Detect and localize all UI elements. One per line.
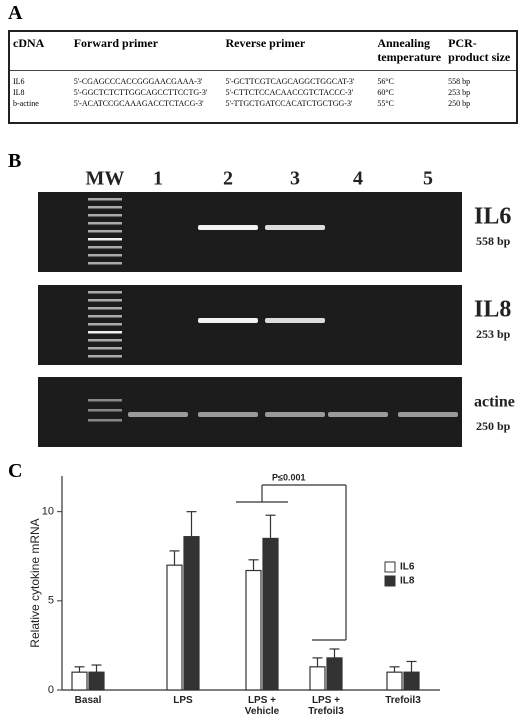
column-header: Annealing temperature: [377, 36, 442, 64]
table-cell: 5'-TTGCTGATCCACATCTGCTGG-3': [225, 99, 353, 108]
ladder-band: [88, 409, 122, 412]
ladder-band: [88, 355, 122, 358]
ladder-band: [88, 198, 122, 201]
table-cell: 558 bp: [445, 70, 516, 87]
gene-label: actine: [474, 394, 515, 411]
ladder-band: [88, 238, 122, 241]
legend-swatch: [384, 561, 396, 573]
table-cell: 60°C: [377, 88, 394, 97]
lane-label: 4: [353, 168, 363, 190]
x-tick-label: LPS + Trefoil3: [308, 695, 344, 717]
annotation: P≤0.001: [272, 472, 305, 482]
column-header: cDNA: [13, 36, 45, 50]
bar: [262, 537, 279, 691]
bar: [183, 536, 200, 691]
ladder-band: [88, 299, 122, 302]
table-cell: 55°C: [377, 99, 394, 108]
x-tick-label: Basal: [74, 695, 102, 706]
column-header: PCR-product size: [448, 36, 511, 64]
table-row: b-actine 5'-ACATCCGCAAAGACCTCTACG-3' 5'-TT…: [10, 98, 516, 109]
bar: [403, 671, 420, 691]
x-tick-label: Trefoil3: [385, 695, 421, 706]
lane-label: 2: [223, 168, 233, 190]
y-tick-label: 10: [42, 506, 54, 518]
table-cell: 253 bp: [448, 88, 471, 97]
bar: [166, 564, 183, 691]
sample-band: [328, 412, 388, 417]
lane-label: 5: [423, 168, 433, 190]
ladder-band: [88, 419, 122, 422]
table-cell: b-actine: [13, 99, 39, 108]
panel-label: B: [8, 150, 22, 172]
legend-swatch: [384, 575, 396, 587]
panel-label: A: [8, 2, 23, 24]
bar: [326, 657, 343, 691]
size-label: 558 bp: [476, 234, 511, 248]
sample-band: [265, 318, 325, 323]
table-cell: IL6: [10, 70, 71, 87]
gene-label: IL8: [474, 297, 511, 323]
table-cell: 56°C: [374, 70, 446, 87]
bar: [71, 671, 88, 691]
sample-band: [265, 412, 325, 417]
bar: [386, 671, 403, 691]
ladder-band: [88, 222, 122, 225]
panel-label: C: [8, 460, 23, 482]
sample-band: [128, 412, 188, 417]
table-cell: 5'-GCTTCGTCAGCAGGCTGGCAT-3': [222, 70, 375, 87]
table-row: IL8 5'-GGCTCTCTTGGCAGCCTTCCTG-3' 5'-CTTCTC…: [10, 87, 516, 98]
lane-label: 3: [290, 168, 300, 190]
column-header: Forward primer: [73, 36, 159, 50]
table-cell: IL8: [13, 88, 25, 97]
legend-label: IL8: [400, 576, 415, 587]
table-cell: 5'-GGCTCTCTTGGCAGCCTTCCTG-3': [73, 88, 208, 97]
sample-band: [198, 225, 258, 230]
legend-label: IL6: [400, 562, 415, 573]
ladder-band: [88, 315, 122, 318]
ladder-band: [88, 262, 122, 265]
ladder-band: [88, 206, 122, 209]
table-cell: 5'-CTTCTCCACAACCGTCTACCC-3': [225, 88, 354, 97]
x-tick-label: LPS + Vehicle: [244, 695, 280, 717]
gene-label: IL6: [474, 204, 511, 230]
bar: [309, 666, 326, 691]
size-label: 250 bp: [476, 419, 511, 433]
y-tick-label: 0: [48, 684, 54, 696]
ladder-band: [88, 254, 122, 257]
ladder-band: [88, 399, 122, 402]
sample-band: [198, 318, 258, 323]
y-axis-label: Relative cytokine mRNA: [28, 518, 42, 647]
sample-band: [398, 412, 458, 417]
table-cell: 5'-ACATCCGCAAAGACCTCTACG-3': [73, 99, 204, 108]
y-tick-label: 5: [48, 595, 54, 607]
sample-band: [265, 225, 325, 230]
ladder-band: [88, 347, 122, 350]
ladder-band: [88, 307, 122, 310]
size-label: 253 bp: [476, 327, 511, 341]
lane-label: MW: [86, 168, 125, 190]
primer-table: cDNA Forward primer Reverse primer Annealin…: [8, 30, 518, 124]
table-cell: 5'-CGAGCCCACCGGGAACGAAA-3': [70, 70, 223, 87]
table-row: IL6 5'-CGAGCCCACCGGGAACGAAA-3' 5'-GCTTCGTC…: [10, 70, 516, 87]
ladder-band: [88, 246, 122, 249]
bar: [88, 671, 105, 691]
ladder-band: [88, 291, 122, 294]
sample-band: [198, 412, 258, 417]
ladder-band: [88, 323, 122, 326]
ladder-band: [88, 339, 122, 342]
ladder-band: [88, 230, 122, 233]
ladder-band: [88, 214, 122, 217]
table: cDNA Forward primer Reverse primer Annealin…: [10, 32, 516, 109]
ladder-band: [88, 331, 122, 334]
header-row: cDNA Forward primer Reverse primer Annealin…: [10, 32, 516, 71]
bar: [245, 569, 262, 691]
table-cell: 250 bp: [448, 99, 471, 108]
column-header: Reverse primer: [225, 36, 306, 50]
x-tick-label: LPS: [173, 695, 193, 706]
lane-label: 1: [153, 168, 163, 190]
